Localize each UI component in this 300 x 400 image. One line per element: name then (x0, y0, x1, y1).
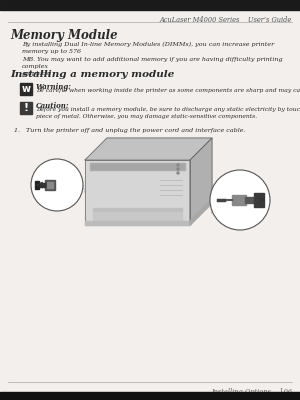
Bar (47, 182, 53, 188)
Text: Memory Module: Memory Module (10, 29, 118, 42)
Text: Warning:: Warning: (36, 83, 72, 91)
Bar (0, 392, 300, 400)
Text: AcuLaser M4000 Series    User’s Guide: AcuLaser M4000 Series User’s Guide (160, 16, 292, 24)
Bar (85, 221, 190, 225)
Circle shape (177, 164, 179, 166)
Polygon shape (85, 138, 212, 160)
Bar (254, 193, 264, 207)
Text: Before you install a memory module, be sure to discharge any static electricity : Before you install a memory module, be s… (36, 107, 300, 119)
Bar (245, 197, 255, 203)
Text: Installing Options    106: Installing Options 106 (211, 388, 292, 396)
Text: !: ! (23, 103, 28, 113)
Text: By installing Dual In-line Memory Modules (DIMMs), you can increase printer memo: By installing Dual In-line Memory Module… (22, 42, 283, 76)
Text: Installing a memory module: Installing a memory module (10, 70, 174, 79)
Circle shape (31, 159, 83, 211)
Polygon shape (190, 138, 212, 225)
Bar (20, 102, 32, 114)
Bar (20, 83, 32, 95)
Bar (232, 195, 246, 205)
Text: 1.   Turn the printer off and unplug the power cord and interface cable.: 1. Turn the printer off and unplug the p… (14, 128, 245, 133)
Bar (0, 0, 300, 10)
Bar (93, 208, 182, 211)
Text: Be careful when working inside the printer as some components are sharp and may : Be careful when working inside the print… (36, 88, 300, 93)
Bar (35, 181, 39, 189)
Circle shape (210, 170, 270, 230)
Polygon shape (85, 160, 190, 225)
Text: Caution:: Caution: (36, 102, 70, 110)
Text: w: w (22, 84, 31, 94)
Bar (37, 183, 47, 187)
Bar (93, 212, 182, 222)
Bar (45, 180, 55, 190)
Bar (90, 163, 185, 170)
Polygon shape (190, 199, 212, 225)
Circle shape (177, 168, 179, 170)
Circle shape (177, 172, 179, 174)
